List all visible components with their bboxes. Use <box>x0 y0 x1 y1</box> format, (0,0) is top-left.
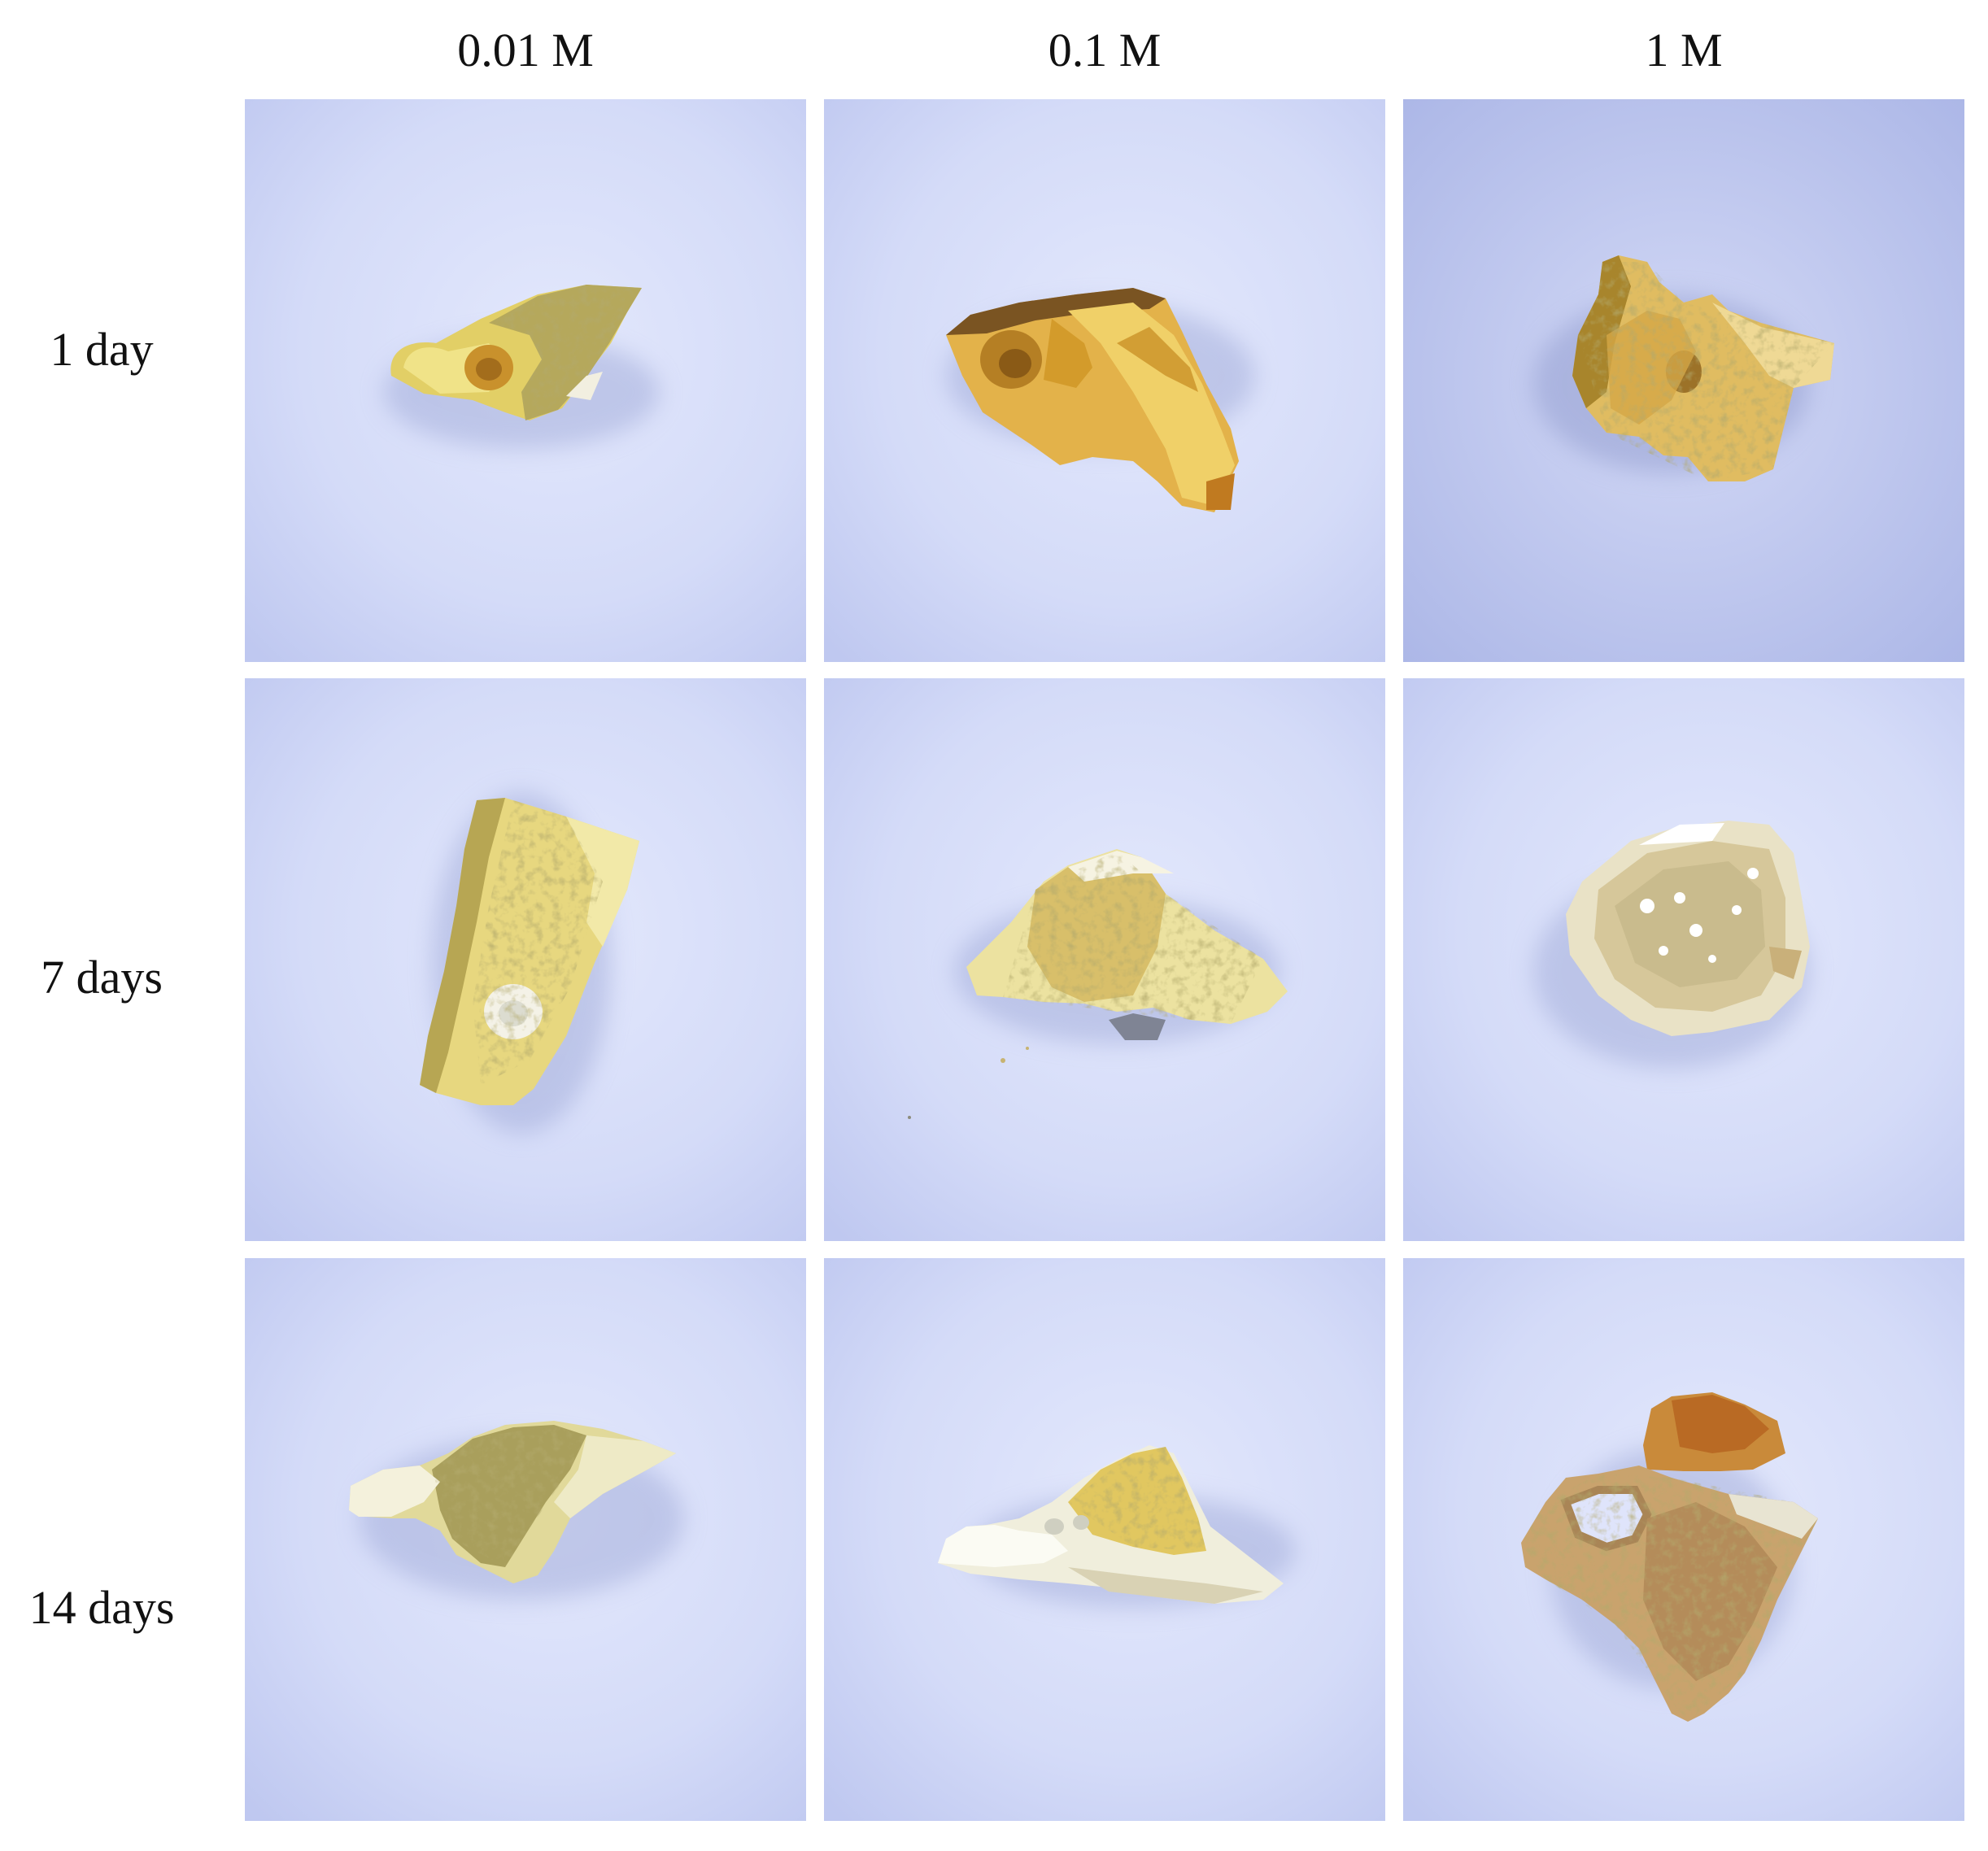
photo-14-days-1m <box>1403 1258 1964 1821</box>
photo-14-days-0-01m <box>245 1258 806 1821</box>
photo-1-day-0-1m <box>824 99 1385 662</box>
photo-7-days-0-1m <box>824 678 1385 1241</box>
column-header-1m: 1 M <box>1645 24 1723 76</box>
photo-1-day-1m <box>1403 99 1964 662</box>
row-header-1-day: 1 day <box>50 323 154 376</box>
photo-1-day-0-01m <box>245 99 806 662</box>
column-header-0-01m: 0.01 M <box>457 24 594 76</box>
photo-7-days-0-01m <box>245 678 806 1241</box>
row-header-7-days: 7 days <box>41 951 163 1004</box>
column-header-0-1m: 0.1 M <box>1048 24 1162 76</box>
photo-14-days-0-1m <box>824 1258 1385 1821</box>
row-header-14-days: 14 days <box>28 1581 175 1634</box>
photo-7-days-1m <box>1403 678 1964 1241</box>
